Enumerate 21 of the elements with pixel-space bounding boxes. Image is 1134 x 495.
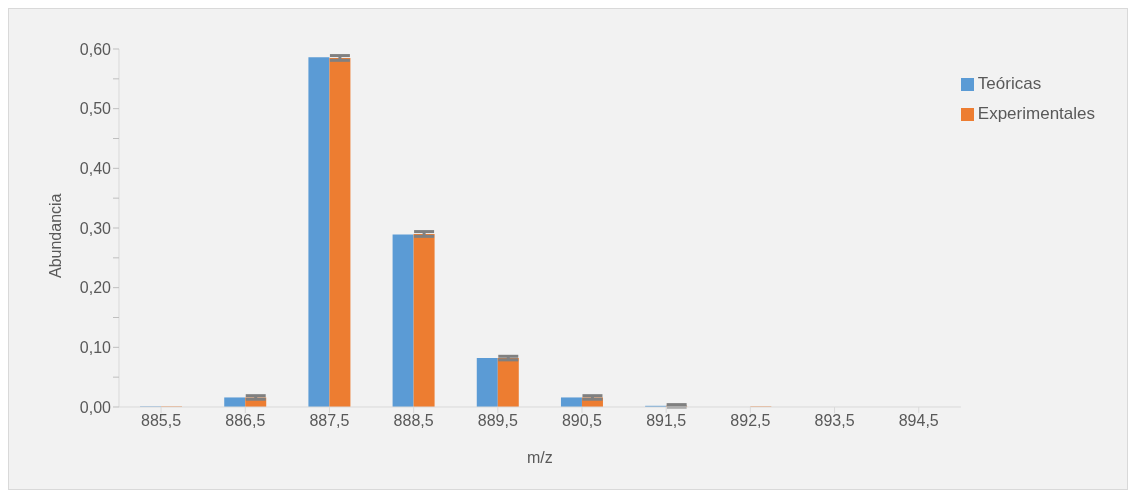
y-tick-label: 0,10 [79,339,112,357]
y-axis-title: Abundancia [46,193,64,278]
x-tick-label: 887,5 [309,412,350,430]
x-tick-label: 894,5 [898,412,939,430]
y-tick-label: 0,60 [79,40,112,58]
x-tick-label: 893,5 [814,412,855,430]
legend-label: Teóricas [977,73,1042,95]
y-tick-label: 0,00 [79,398,112,416]
x-tick-label: 890,5 [561,412,603,430]
legend-label: Experimentales [977,103,1095,125]
y-tick-label: 0,30 [79,219,112,237]
x-axis-title: m/z [527,449,553,466]
x-tick-label: 889,5 [477,412,518,430]
y-tick-label: 0,40 [79,160,112,178]
x-tick-label: 891,5 [646,412,687,430]
x-tick-label: 886,5 [225,412,266,430]
y-tick-label: 0,50 [79,100,112,118]
x-tick-label: 885,5 [141,412,182,430]
y-tick-label: 0,20 [79,279,112,297]
x-tick-label: 888,5 [393,412,434,430]
x-tick-label: 892,5 [730,412,771,430]
